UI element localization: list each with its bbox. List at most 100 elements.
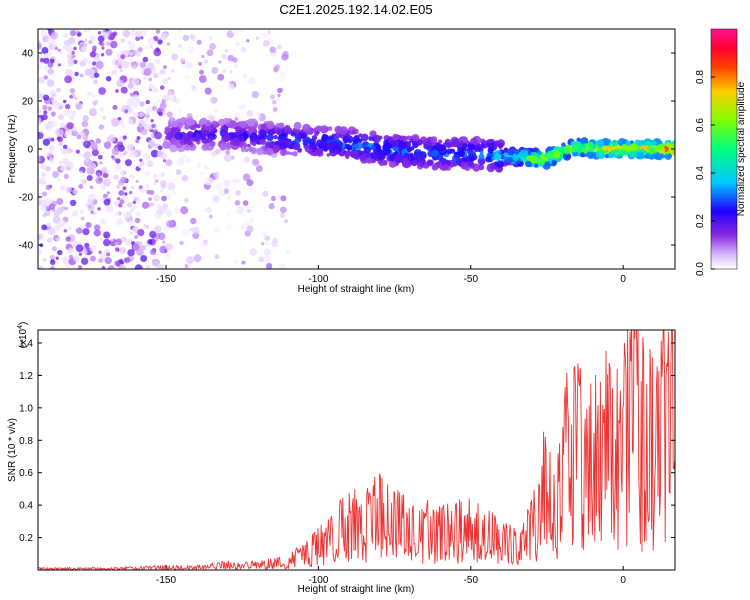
heatmap-cell [147, 37, 155, 45]
heatmap-cell [217, 73, 225, 81]
heatmap-cell [143, 68, 152, 76]
colorbar-tick-label: 0.8 [695, 70, 706, 84]
heatmap-cell [249, 217, 255, 223]
heatmap-cell [538, 157, 546, 165]
heatmap-cell [69, 199, 77, 207]
snr-x-tick-label: -100 [308, 575, 328, 586]
heatmap-cell [231, 29, 240, 35]
heatmap-y-axis-label: Frequency (Hz) [7, 115, 18, 184]
heatmap-cell [198, 75, 207, 83]
heatmap-cell [338, 151, 344, 157]
heatmap-cell [60, 205, 66, 211]
heatmap-cell [366, 157, 373, 164]
heatmap-cell [138, 119, 146, 128]
heatmap-cell [49, 255, 55, 260]
heatmap-cell [239, 141, 248, 150]
heatmap-cell [84, 242, 90, 248]
heatmap-cell [124, 257, 131, 264]
heatmap-cell [72, 188, 79, 195]
heatmap-cell [121, 124, 126, 129]
heatmap-cell [294, 138, 300, 144]
heatmap-cell [143, 223, 147, 227]
heatmap-cell [279, 71, 287, 78]
heatmap-cell [223, 188, 229, 194]
heatmap-cell [389, 154, 396, 162]
heatmap-cell [184, 144, 192, 151]
heatmap-cell [104, 257, 112, 265]
heatmap-cell [196, 163, 202, 168]
heatmap-cell [249, 186, 257, 194]
heatmap-cell [199, 133, 204, 138]
heatmap-cell [225, 150, 231, 156]
heatmap-cell [237, 135, 245, 142]
heatmap-cell [110, 40, 118, 49]
heatmap-cell [218, 60, 222, 64]
snr-series-line [38, 330, 675, 570]
heatmap-cell [209, 43, 217, 50]
heatmap-cell [91, 149, 99, 157]
heatmap-cell [165, 193, 173, 201]
heatmap-cell [62, 157, 69, 165]
heatmap-cell [43, 75, 48, 80]
heatmap-cell [374, 151, 379, 156]
heatmap-cell [252, 158, 260, 166]
heatmap-cell [116, 218, 123, 226]
heatmap-cell [74, 96, 78, 101]
heatmap-cell [230, 155, 235, 160]
heatmap-cell [293, 121, 302, 130]
heatmap-cell [530, 151, 535, 157]
heatmap-cell [139, 101, 145, 107]
heatmap-cell [486, 163, 496, 173]
heatmap-cell [132, 94, 139, 101]
heatmap-cell [60, 122, 66, 128]
heatmap-cell [221, 53, 227, 60]
heatmap-cell [78, 184, 84, 189]
heatmap-cell [90, 210, 94, 214]
heatmap-cell [272, 100, 277, 105]
heatmap-x-tick-label: -50 [464, 274, 479, 285]
heatmap-cell [167, 182, 176, 191]
heatmap-cell [73, 59, 78, 65]
heatmap-cell [169, 145, 177, 153]
heatmap-cell [153, 194, 161, 202]
heatmap-cell [171, 69, 175, 73]
heatmap-cell [47, 152, 53, 158]
heatmap-cell [95, 138, 101, 144]
heatmap-cell [178, 44, 182, 48]
heatmap-cell [160, 180, 167, 187]
heatmap-cell [208, 214, 213, 219]
heatmap-cell [75, 102, 83, 110]
heatmap-cell [167, 131, 174, 138]
heatmap-cell [442, 164, 449, 170]
heatmap-cell [98, 124, 105, 130]
heatmap-cell [493, 153, 502, 161]
heatmap-cell [114, 164, 122, 171]
heatmap-cell [39, 129, 43, 133]
heatmap-cell [81, 179, 87, 185]
heatmap-cell [269, 46, 276, 53]
heatmap-cell [135, 211, 141, 217]
heatmap-cell [93, 72, 100, 78]
heatmap-cell [143, 76, 148, 81]
heatmap-cell [261, 242, 265, 246]
heatmap-cell [220, 125, 229, 133]
heatmap-cell [171, 121, 178, 128]
heatmap-cell [47, 29, 51, 32]
heatmap-cell [151, 86, 159, 94]
heatmap-cell [267, 129, 275, 136]
heatmap-cell [63, 32, 69, 38]
heatmap-cell [281, 53, 289, 61]
heatmap-cell [506, 148, 514, 156]
heatmap-x-axis-label: Height of straight line (km) [298, 284, 415, 295]
heatmap-cell [193, 254, 202, 263]
snr-y-multiplier-base: (x10 [18, 328, 29, 348]
heatmap-cell [651, 140, 657, 147]
heatmap-cell [258, 139, 263, 144]
heatmap-cell [222, 69, 227, 73]
heatmap-cell [64, 75, 72, 84]
heatmap-cell [392, 133, 399, 141]
heatmap-cell [411, 160, 418, 167]
heatmap-cell [86, 91, 92, 97]
heatmap-cell [163, 65, 167, 69]
heatmap-cell [219, 143, 227, 151]
